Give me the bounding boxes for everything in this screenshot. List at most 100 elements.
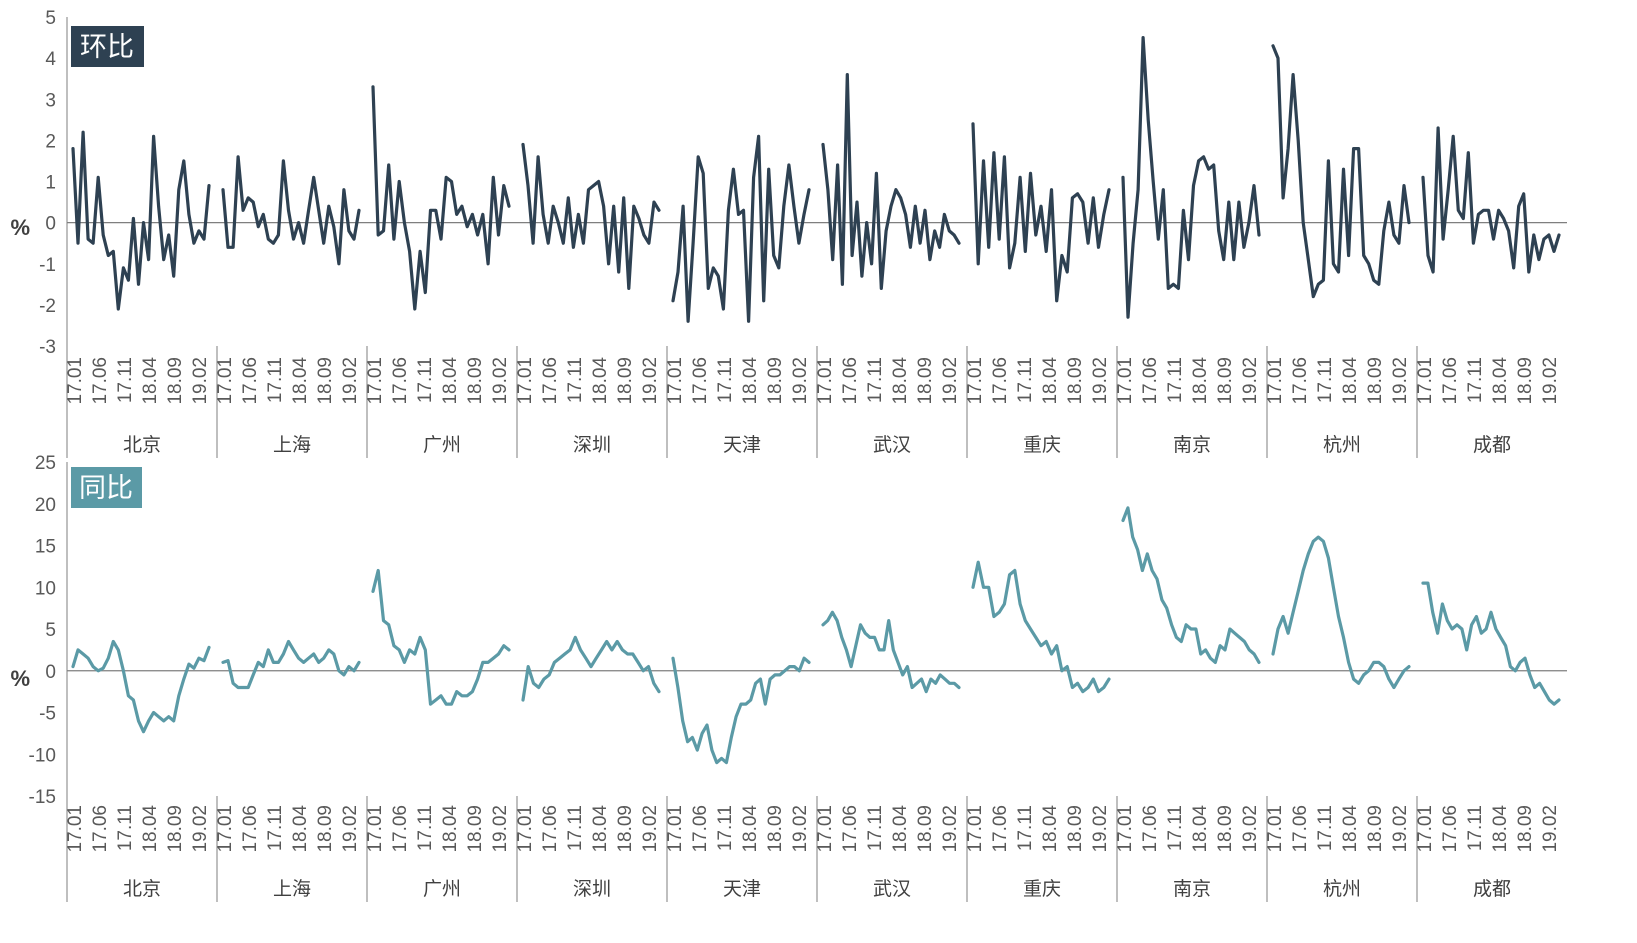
x-tick-label: 19.02 <box>1540 805 1561 853</box>
x-tick-label: 17.11 <box>715 357 736 403</box>
x-tick-label: 17.01 <box>215 805 236 853</box>
x-tick-label: 17.06 <box>1290 357 1311 405</box>
series-line-北京 <box>71 130 211 311</box>
x-tick-label: 17.01 <box>815 357 836 405</box>
x-tick-label: 19.02 <box>1090 357 1111 405</box>
x-tick-label: 17.01 <box>515 357 536 405</box>
series-line-深圳 <box>521 142 661 290</box>
x-tick-label: 17.06 <box>990 805 1011 853</box>
x-tick-label: 17.06 <box>540 805 561 853</box>
x-tick-label: 17.06 <box>840 357 861 405</box>
x-tick-label: 18.09 <box>765 805 786 853</box>
series-line-深圳 <box>521 635 661 702</box>
x-tick-label: 18.09 <box>1365 805 1386 853</box>
y-axis-unit-label: % <box>10 215 30 240</box>
category-label-重庆: 重庆 <box>1023 434 1061 456</box>
x-tick-label: 18.09 <box>315 357 336 405</box>
x-tick-label: 17.11 <box>415 805 436 851</box>
x-tick-label: 18.04 <box>1040 357 1061 405</box>
y-tick-label: -1 <box>39 255 56 276</box>
x-tick-label: 17.11 <box>1315 357 1336 403</box>
x-tick-label: 17.06 <box>690 357 711 405</box>
x-tick-label: 17.01 <box>965 805 986 853</box>
x-tick-label: 17.11 <box>715 805 736 851</box>
x-tick-label: 19.02 <box>790 357 811 405</box>
x-tick-label: 17.06 <box>1440 805 1461 853</box>
x-tick-label: 17.01 <box>665 805 686 853</box>
series-line-南京 <box>1121 506 1261 665</box>
category-label-天津: 天津 <box>723 434 761 456</box>
series-line-天津 <box>671 656 811 765</box>
x-tick-label: 17.01 <box>965 357 986 405</box>
series-line-上海 <box>221 639 361 690</box>
x-tick-label: 18.09 <box>165 357 186 405</box>
x-tick-label: 18.09 <box>315 805 336 853</box>
x-tick-label: 17.11 <box>565 357 586 403</box>
x-tick-label: 17.01 <box>1415 357 1436 405</box>
x-tick-label: 17.11 <box>415 357 436 403</box>
series-line-重庆 <box>971 560 1111 694</box>
series-line-重庆 <box>971 122 1111 303</box>
x-tick-label: 17.11 <box>265 805 286 851</box>
x-tick-label: 17.11 <box>865 805 886 851</box>
x-tick-label: 17.01 <box>815 805 836 853</box>
category-label-深圳: 深圳 <box>573 434 611 456</box>
x-tick-label: 18.09 <box>465 805 486 853</box>
x-tick-label: 18.04 <box>140 805 161 853</box>
chart-title-box <box>71 467 142 508</box>
x-tick-label: 18.04 <box>140 357 161 405</box>
series-line-成都 <box>1421 581 1561 706</box>
x-tick-label: 17.01 <box>665 357 686 405</box>
category-label-上海: 上海 <box>273 434 311 456</box>
x-tick-label: 18.09 <box>1215 805 1236 853</box>
x-tick-label: 19.02 <box>340 805 361 853</box>
x-tick-label: 18.09 <box>1515 357 1536 405</box>
x-tick-label: 18.04 <box>440 357 461 405</box>
x-tick-label: 17.11 <box>1465 805 1486 851</box>
category-label-南京: 南京 <box>1173 434 1211 456</box>
x-tick-label: 17.01 <box>1265 357 1286 405</box>
category-label-武汉: 武汉 <box>873 434 911 456</box>
x-tick-label: 17.06 <box>240 357 261 405</box>
x-tick-label: 17.06 <box>90 357 111 405</box>
x-tick-label: 17.06 <box>390 357 411 405</box>
y-tick-label: 1 <box>45 173 56 194</box>
x-tick-label: 18.09 <box>1065 357 1086 405</box>
y-tick-label: -3 <box>39 337 56 358</box>
x-tick-label: 18.04 <box>740 805 761 853</box>
x-tick-label: 17.11 <box>565 805 586 851</box>
x-tick-label: 17.01 <box>1265 805 1286 853</box>
x-tick-label: 18.09 <box>915 357 936 405</box>
x-tick-label: 18.09 <box>1515 805 1536 853</box>
x-tick-label: 17.01 <box>1115 805 1136 853</box>
x-tick-label: 17.01 <box>515 805 536 853</box>
y-tick-label: 10 <box>35 578 56 599</box>
series-line-天津 <box>671 134 811 323</box>
y-tick-label: 15 <box>35 537 56 558</box>
chart-title-box <box>71 26 144 67</box>
x-tick-label: 19.02 <box>340 357 361 405</box>
category-label-成都: 成都 <box>1473 878 1511 900</box>
x-tick-label: 19.02 <box>1390 357 1411 405</box>
x-tick-label: 17.11 <box>265 357 286 403</box>
x-tick-label: 19.02 <box>640 357 661 405</box>
x-tick-label: 18.09 <box>765 357 786 405</box>
x-tick-label: 18.04 <box>890 805 911 853</box>
y-tick-label: -2 <box>39 296 56 317</box>
y-tick-label: 5 <box>45 8 56 29</box>
category-label-天津: 天津 <box>723 878 761 900</box>
category-label-广州: 广州 <box>423 434 461 456</box>
y-tick-label: 25 <box>35 453 56 474</box>
x-tick-label: 17.01 <box>65 805 86 853</box>
x-tick-label: 18.04 <box>440 805 461 853</box>
category-label-南京: 南京 <box>1173 878 1211 900</box>
x-tick-label: 17.11 <box>115 805 136 851</box>
x-tick-label: 17.11 <box>1465 357 1486 403</box>
y-tick-label: 5 <box>45 620 56 641</box>
x-tick-label: 17.06 <box>540 357 561 405</box>
chart-title: 环比 <box>80 32 134 63</box>
x-tick-label: 17.06 <box>1140 805 1161 853</box>
x-tick-label: 19.02 <box>640 805 661 853</box>
